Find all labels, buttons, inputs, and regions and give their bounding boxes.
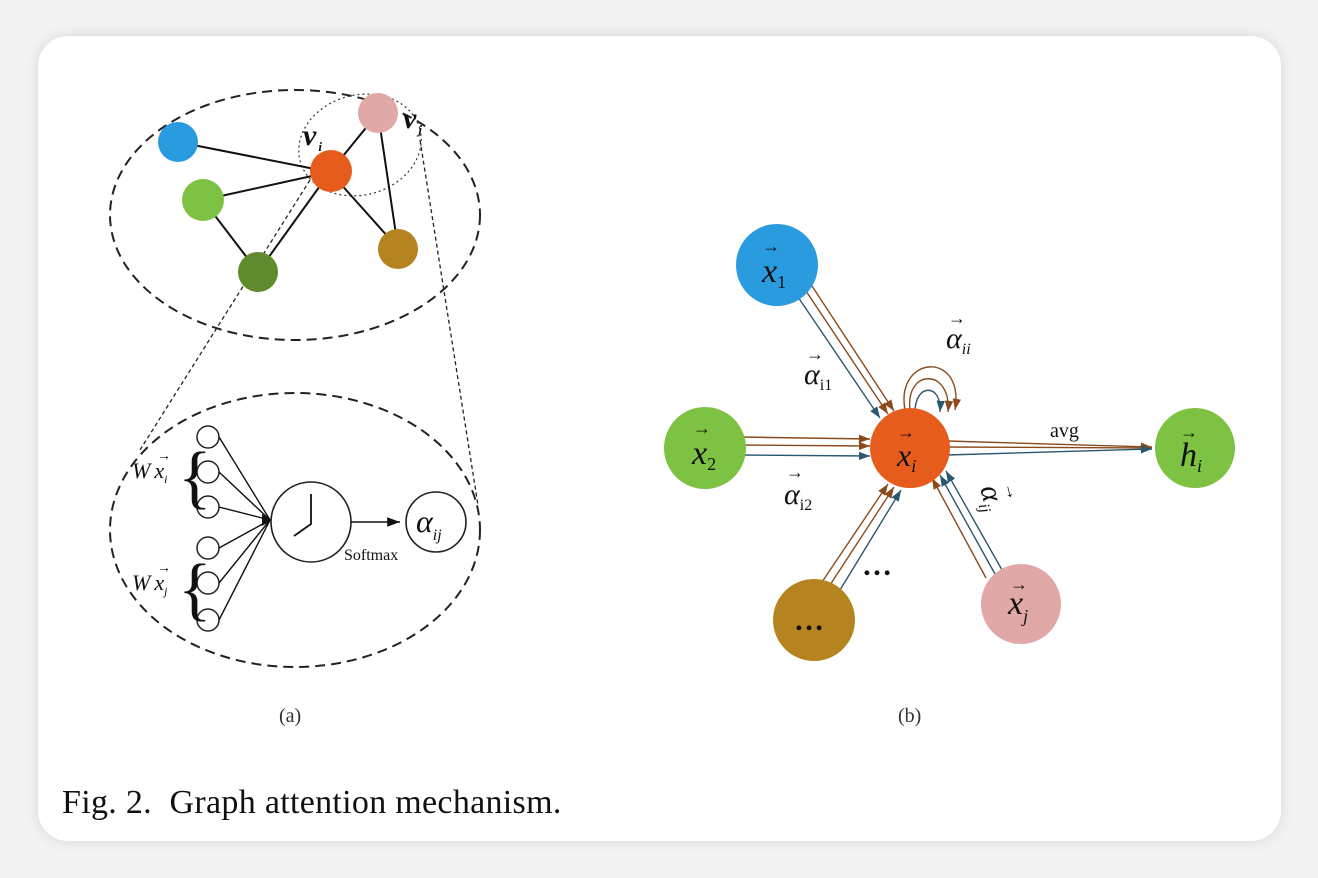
svg-text:→: → (806, 344, 824, 364)
brace-bottom: { (178, 551, 212, 628)
edge-x1-xi (797, 285, 895, 419)
svg-text:→: → (1180, 422, 1198, 442)
label-alpha-i2: αi2 (784, 478, 812, 514)
label-alpha-ij: αij (416, 503, 442, 544)
edge-xi-h (946, 440, 1153, 456)
label-softmax: Softmax (344, 547, 398, 564)
label-x2: x2 (691, 435, 716, 474)
label-xj: xj (1007, 585, 1028, 626)
label-h: hi (1180, 437, 1202, 476)
node-dots (773, 579, 855, 661)
svg-text:→: → (157, 449, 171, 464)
node-vi (310, 150, 352, 192)
node-blue (158, 122, 198, 162)
brace-top: { (178, 439, 212, 516)
label-dots-side: … (862, 549, 892, 582)
label-x1: x1 (761, 253, 786, 292)
svg-text:→: → (157, 561, 171, 576)
node-h (1155, 408, 1235, 488)
svg-text:→: → (1010, 574, 1028, 594)
svg-text:→: → (762, 236, 780, 256)
edge-xj-xi (931, 470, 1003, 579)
label-avg: avg (1050, 420, 1079, 442)
svg-text:→: → (1000, 480, 1024, 503)
edge-dots-xi (821, 483, 902, 591)
attention-ellipse (109, 392, 481, 668)
node-x2 (664, 407, 746, 489)
label-panel-a: (a) (279, 705, 301, 727)
alpha-output (405, 491, 467, 553)
label-alpha-i1: αi1 (804, 358, 832, 394)
svg-text:→: → (897, 422, 915, 442)
zoom-lines (139, 139, 479, 506)
graph-ellipse (109, 89, 481, 341)
figure-card (38, 36, 1281, 841)
self-loops (903, 366, 961, 413)
node-x1 (736, 224, 818, 306)
node-green-light (182, 179, 224, 221)
label-dots-node: … (794, 604, 824, 637)
label-xi: xi (896, 437, 916, 476)
node-vj (358, 93, 398, 133)
svg-text:→: → (948, 308, 966, 328)
node-green-dark (238, 252, 278, 292)
svg-text:→: → (786, 462, 804, 482)
neuron-connections (218, 436, 271, 621)
svg-text:→: → (693, 418, 711, 438)
figure-caption: Fig. 2. Graph attention mechanism. (62, 784, 562, 821)
input-neurons (196, 425, 220, 632)
neighborhood-ellipse (298, 93, 422, 197)
panel-b: x1 → x2 → xi → hi → xj → … … αi1 → αi2 →… (664, 224, 1235, 727)
node-brown (378, 229, 418, 269)
node-xj (981, 564, 1061, 644)
node-xi (870, 408, 950, 488)
label-alpha-ii: αii (946, 322, 971, 358)
label-panel-b: (b) (898, 705, 921, 727)
edge-x2-xi (737, 434, 871, 461)
